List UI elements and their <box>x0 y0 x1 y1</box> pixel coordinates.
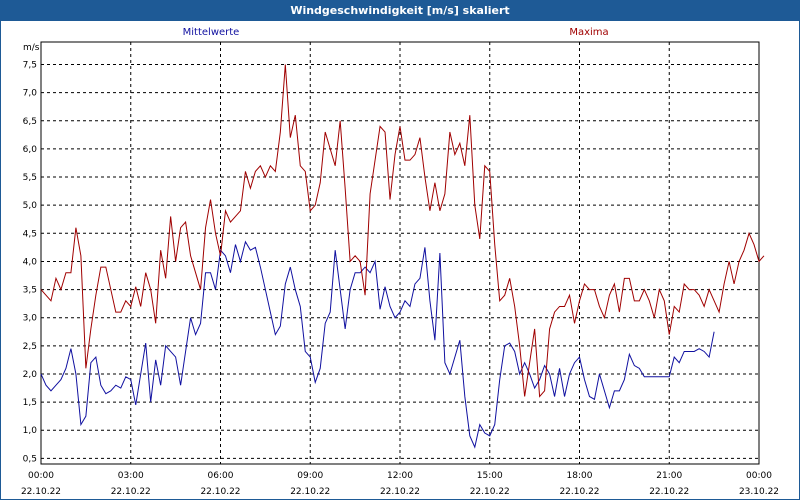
y-tick-label: 1,5 <box>23 398 37 408</box>
y-tick-label: 3,0 <box>23 314 38 324</box>
x-tick-time: 00:00 <box>28 471 54 481</box>
y-tick-label: 1,0 <box>23 426 38 436</box>
x-tick-date: 22.10.22 <box>559 487 599 497</box>
x-tick-date: 22.10.22 <box>380 487 420 497</box>
x-tick-time: 03:00 <box>118 471 144 481</box>
x-tick-time: 18:00 <box>567 471 593 481</box>
y-tick-label: 4,0 <box>23 257 38 267</box>
y-tick-label: 2,0 <box>23 370 38 380</box>
x-tick-date: 23.10.22 <box>739 487 779 497</box>
series-line-maxima <box>40 64 765 398</box>
y-axis-label: m/s <box>23 43 40 53</box>
x-tick-time: 06:00 <box>208 471 234 481</box>
x-tick-date: 22.10.22 <box>21 487 61 497</box>
series-line-mittelwerte <box>40 240 715 449</box>
x-tick-time: 00:00 <box>746 471 772 481</box>
legend-maxima: Maxima <box>569 27 608 38</box>
y-tick-label: 5,5 <box>23 173 37 183</box>
x-tick-date: 22.10.22 <box>470 487 510 497</box>
y-tick-label: 2,5 <box>23 342 37 352</box>
series-lines <box>40 64 765 449</box>
y-axis-ticks: 0,5 1,0 1,5 2,0 2,5 3,0 3,5 4,0 4,5 5,0 5,5 6,0 6,5 7… <box>23 61 38 465</box>
x-tick-date: 22.10.22 <box>649 487 689 497</box>
legend-mittelwerte: Mittelwerte <box>183 27 240 38</box>
x-tick-time: 21:00 <box>656 471 682 481</box>
y-tick-label: 3,5 <box>23 286 37 296</box>
y-tick-label: 6,0 <box>23 145 38 155</box>
x-tick-time: 15:00 <box>477 471 503 481</box>
x-tick-date: 22.10.22 <box>111 487 151 497</box>
y-tick-label: 7,5 <box>23 61 37 71</box>
y-tick-label: 5,0 <box>23 201 38 211</box>
y-tick-label: 7,0 <box>23 89 38 99</box>
window-title: Windgeschwindigkeit [m/s] skaliert <box>1 1 799 21</box>
x-tick-time: 12:00 <box>387 471 413 481</box>
x-axis-ticks: 00:00 22.10.22 03:00 22.10.22 06:00 22.10.22 0… <box>21 471 779 497</box>
y-tick-label: 0,5 <box>23 454 37 464</box>
x-tick-date: 22.10.22 <box>290 487 330 497</box>
x-tick-time: 09:00 <box>297 471 323 481</box>
y-tick-label: 4,5 <box>23 229 37 239</box>
y-tick-label: 6,5 <box>23 117 37 127</box>
x-tick-date: 22.10.22 <box>200 487 240 497</box>
